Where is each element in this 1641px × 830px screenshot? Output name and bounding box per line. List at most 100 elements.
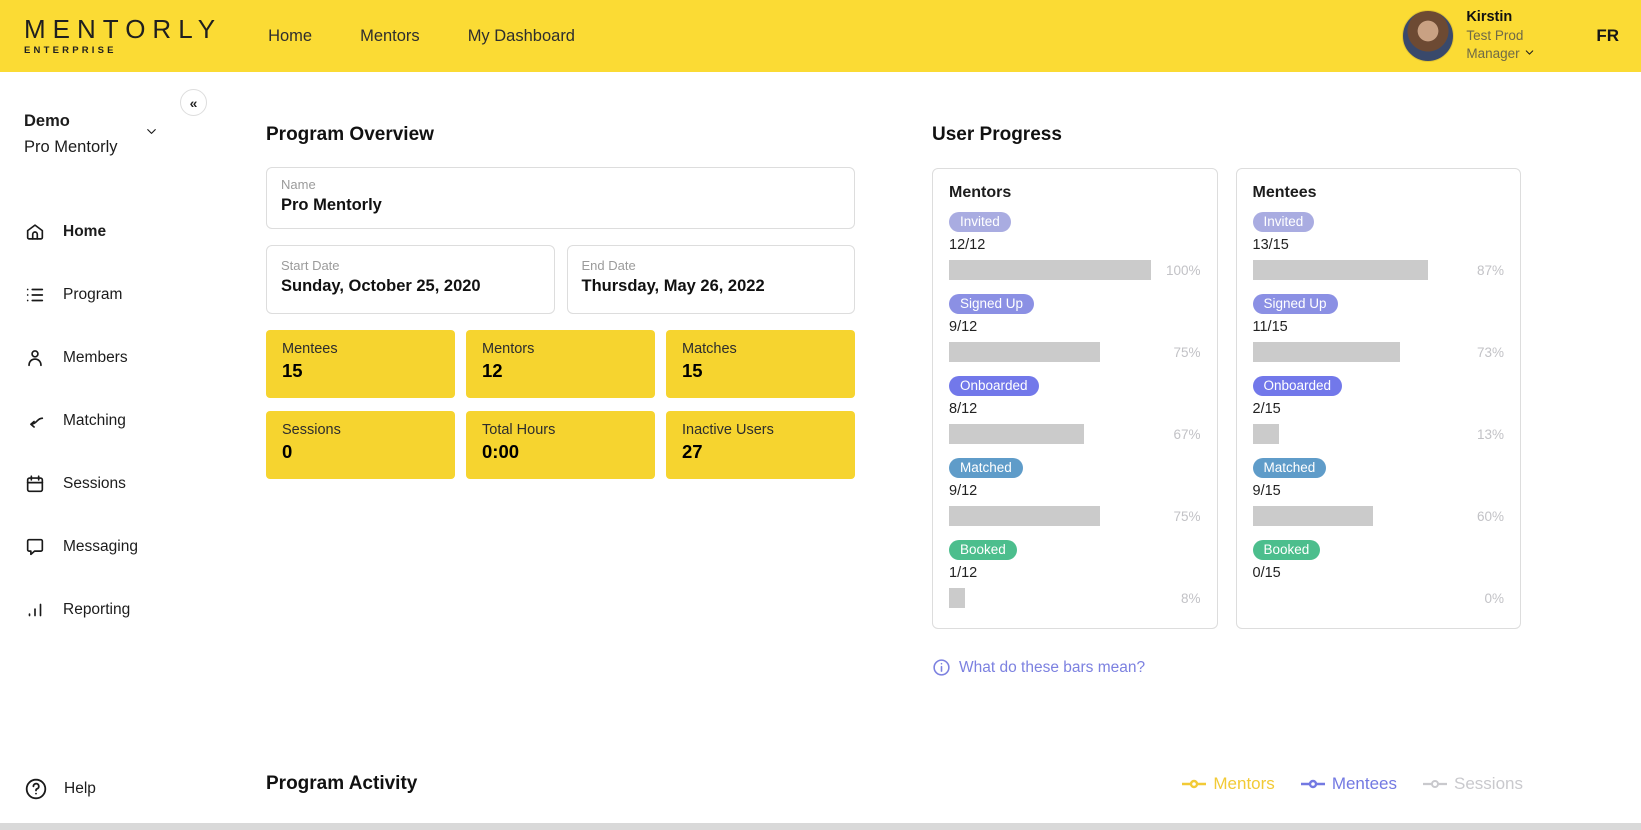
stage-count: 1/12 (949, 565, 978, 581)
page-body: « Demo Pro Mentorly Home (0, 72, 1641, 823)
stage-badge: Signed Up (949, 294, 1035, 314)
person-icon (28, 349, 42, 366)
language-toggle[interactable]: FR (1596, 26, 1619, 45)
program-activity-title: Program Activity (266, 773, 418, 794)
program-switcher-env: Demo (24, 112, 70, 130)
stage-badge: Invited (1252, 212, 1315, 232)
nav-my-dashboard[interactable]: My Dashboard (467, 26, 575, 45)
stage-percent: 73% (1476, 344, 1504, 360)
stage-badge: Onboarded (1252, 376, 1343, 396)
calendar-icon (26, 475, 44, 492)
legend-marker-icon (1423, 780, 1448, 788)
stage-badge: Invited (949, 212, 1011, 232)
sidebar-help[interactable]: Help (24, 777, 96, 801)
stage-count: 9/12 (949, 319, 978, 335)
legend-marker-icon (1182, 779, 1207, 789)
stage-percent: 0% (1484, 590, 1504, 606)
bars-help-label: What do these bars mean? (959, 658, 1146, 676)
program-name-field[interactable]: Name Pro Mentorly (266, 167, 855, 229)
field-label: Name (281, 177, 316, 192)
progress-bar (949, 260, 1151, 280)
stage-count: 9/15 (1252, 483, 1281, 499)
avatar[interactable] (1402, 10, 1455, 62)
stage-badge: Booked (1252, 540, 1321, 560)
sidebar-collapse-button[interactable]: « (180, 89, 207, 116)
app-logo[interactable]: MENTORLY ENTERPRISE (24, 16, 222, 56)
stage-percent: 75% (1173, 508, 1201, 524)
field-value: Pro Mentorly (281, 196, 382, 214)
stage-count: 11/15 (1252, 319, 1288, 335)
sidebar-item-sessions[interactable]: Sessions (24, 463, 193, 505)
sidebar-item-reporting[interactable]: Reporting (24, 589, 193, 631)
progress-bar (1252, 424, 1455, 444)
legend-marker-icon (1300, 779, 1325, 789)
program-switcher[interactable]: Demo Pro Mentorly (24, 108, 193, 161)
stage-percent: 67% (1173, 426, 1201, 442)
stage-percent: 8% (1180, 590, 1201, 606)
sidebar-item-label: Sessions (63, 474, 126, 492)
sidebar-item-messaging[interactable]: Messaging (24, 526, 193, 568)
user-menu[interactable]: Kirstin Test Prod Manager (1466, 8, 1570, 65)
stat-sessions: Sessions 0 (266, 411, 455, 479)
progress-bar (1252, 260, 1455, 280)
sidebar-item-home[interactable]: Home (24, 211, 193, 253)
legend-label: Sessions (1454, 774, 1523, 793)
user-progress-title: User Progress (932, 124, 1062, 145)
stage-percent: 60% (1476, 508, 1504, 524)
stat-total-hours: Total Hours 0:00 (466, 411, 655, 479)
program-stats: Mentees 15 Mentors 12 Matches 15 Session… (266, 330, 855, 479)
progress-stage: Signed Up 11/15 73% (1252, 294, 1504, 362)
progress-stage: Invited 13/15 87% (1252, 212, 1504, 280)
legend-mentors[interactable]: Mentors (1182, 774, 1275, 794)
field-label: End Date (581, 258, 636, 273)
end-date-field[interactable]: End Date Thursday, May 26, 2022 (566, 245, 855, 314)
program-overview-section: Program Overview Name Pro Mentorly Start… (266, 124, 855, 677)
sidebar-item-matching[interactable]: Matching (24, 400, 193, 442)
main-content: Program Overview Name Pro Mentorly Start… (193, 72, 1641, 823)
bars-help-link[interactable]: What do these bars mean? (932, 658, 1521, 677)
top-header: MENTORLY ENTERPRISE Home Mentors My Dash… (0, 0, 1641, 72)
sidebar-item-label: Members (63, 348, 128, 366)
user-role: Test Prod Manager (1466, 27, 1570, 64)
home-icon (26, 224, 44, 240)
stage-percent: 100% (1165, 262, 1201, 278)
stat-mentees: Mentees 15 (266, 330, 455, 398)
logo-title: MENTORLY (24, 14, 223, 45)
progress-card-title: Mentors (949, 184, 1012, 201)
matching-icon (30, 417, 44, 428)
window-bottom-edge (0, 823, 1641, 830)
start-date-field[interactable]: Start Date Sunday, October 25, 2020 (266, 245, 555, 314)
nav-home[interactable]: Home (268, 26, 313, 45)
sidebar-item-program[interactable]: Program (24, 274, 193, 316)
progress-stage: Matched 9/15 60% (1252, 458, 1504, 526)
stage-count: 0/15 (1252, 565, 1281, 581)
legend-mentees[interactable]: Mentees (1300, 774, 1397, 794)
chart-legend: Mentors Mentees Sessions (1182, 774, 1523, 794)
bar-chart-icon (28, 603, 42, 617)
collapse-icon: « (189, 94, 198, 111)
progress-stage: Onboarded 8/12 67% (949, 376, 1201, 444)
top-nav: Home Mentors My Dashboard (268, 27, 575, 46)
legend-sessions[interactable]: Sessions (1423, 774, 1523, 794)
sidebar-item-label: Matching (63, 411, 126, 429)
nav-mentors[interactable]: Mentors (360, 26, 420, 45)
field-value: Sunday, October 25, 2020 (281, 277, 481, 295)
info-icon (933, 659, 950, 676)
logo-subtitle: ENTERPRISE (24, 45, 117, 57)
progress-stage: Matched 9/12 75% (949, 458, 1201, 526)
mentees-progress-card: Mentees Invited 13/15 87% Signed Up 11/1… (1235, 168, 1521, 629)
chat-icon (26, 538, 44, 555)
sidebar-item-members[interactable]: Members (24, 337, 193, 379)
user-name: Kirstin (1466, 8, 1513, 25)
progress-stage: Booked 0/15 0% (1252, 540, 1504, 608)
progress-stage: Signed Up 9/12 75% (949, 294, 1201, 362)
program-overview-title: Program Overview (266, 124, 434, 145)
progress-bar (1252, 506, 1455, 526)
stage-count: 9/12 (949, 483, 978, 499)
help-label: Help (64, 780, 96, 797)
legend-label: Mentors (1213, 774, 1275, 793)
stage-badge: Matched (1252, 458, 1327, 478)
help-icon (25, 778, 47, 800)
field-label: Start Date (281, 258, 340, 273)
stage-count: 13/15 (1252, 237, 1289, 253)
